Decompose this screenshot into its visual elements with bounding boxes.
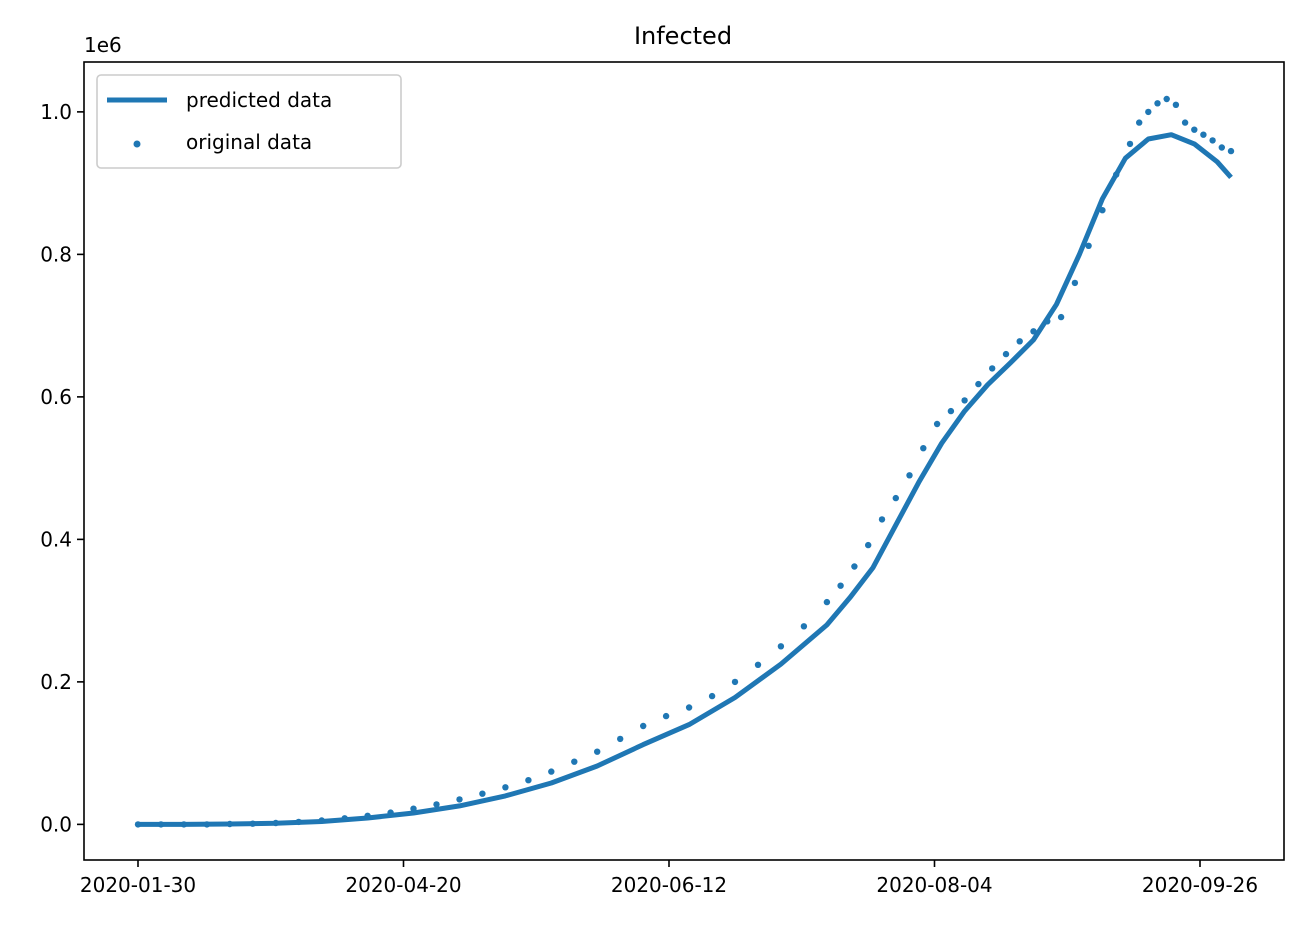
scatter-point — [1154, 100, 1161, 107]
scatter-point — [1209, 137, 1216, 144]
scatter-point — [640, 722, 647, 730]
scatter-point — [1126, 140, 1134, 148]
data-marks — [134, 95, 1235, 828]
series-line-predicted — [138, 132, 1233, 827]
scatter-point — [1016, 338, 1023, 345]
scatter-point — [1163, 95, 1170, 103]
scatter-point — [1099, 207, 1106, 214]
scatter-point — [708, 692, 716, 700]
scatter-point — [180, 821, 188, 828]
x-tick-label: 2020-09-26 — [1142, 873, 1258, 897]
axes: 0.0 0.2 0.4 0.6 0.8 1.0 2020-01-30 2020-04-20 20… — [40, 100, 1258, 897]
scatter-point — [1227, 147, 1235, 155]
scatter-point — [906, 472, 913, 479]
scatter-point — [989, 365, 996, 372]
scatter-point — [272, 819, 279, 827]
scatter-point — [1181, 119, 1189, 126]
y-tick-label: 1.0 — [40, 100, 72, 124]
scatter-point — [878, 516, 886, 523]
scatter-point — [617, 735, 624, 743]
scatter-point — [777, 643, 785, 650]
y-tick-label: 0.0 — [40, 812, 72, 836]
scatter-point — [387, 809, 394, 816]
scatter-point — [1085, 242, 1092, 249]
y-tick-label: 0.4 — [40, 527, 72, 551]
scatter-point — [851, 563, 858, 570]
scatter-point — [1136, 119, 1143, 126]
scatter-point — [975, 380, 982, 388]
scatter-point — [318, 817, 325, 824]
scatter-point — [479, 790, 486, 797]
scatter-point — [433, 801, 440, 808]
scatter-point — [226, 820, 233, 828]
scatter-point — [410, 805, 417, 812]
legend: predicted data original data — [96, 74, 402, 169]
scatter-point — [548, 768, 555, 775]
x-tick-label: 2020-01-30 — [80, 873, 196, 897]
x-tick-label: 2020-06-12 — [611, 873, 727, 897]
scatter-point — [1191, 126, 1198, 133]
scatter-point — [1071, 279, 1079, 287]
legend-dot-swatch — [133, 140, 141, 148]
scatter-point — [947, 407, 955, 415]
scatter-point — [456, 796, 463, 803]
scatter-point — [571, 758, 578, 765]
scatter-point — [933, 420, 941, 428]
scatter-point — [685, 704, 693, 711]
y-offset-label: 1e6 — [84, 33, 122, 57]
x-tick-label: 2020-04-20 — [345, 873, 461, 897]
scatter-point — [203, 821, 211, 828]
scatter-point — [1057, 313, 1065, 321]
scatter-point — [662, 712, 670, 720]
legend-label-predicted: predicted data — [186, 88, 332, 112]
scatter-point — [1218, 144, 1226, 151]
scatter-point — [920, 445, 927, 452]
scatter-point — [295, 818, 302, 826]
x-tick-label: 2020-08-04 — [876, 873, 992, 897]
chart-title: Infected — [634, 22, 732, 50]
scatter-point — [134, 821, 142, 828]
scatter-point — [249, 820, 256, 827]
scatter-point — [800, 623, 808, 630]
scatter-point — [961, 397, 968, 404]
scatter-point — [837, 582, 844, 589]
scatter-point — [754, 661, 762, 668]
scatter-point — [594, 748, 601, 755]
scatter-point — [1172, 101, 1180, 109]
scatter-point — [1200, 131, 1207, 138]
legend-box — [96, 74, 402, 169]
plot-frame — [83, 61, 1285, 861]
scatter-point — [1002, 350, 1010, 358]
scatter-point — [157, 821, 165, 828]
y-tick-label: 0.6 — [40, 385, 72, 409]
scatter-point — [892, 494, 899, 502]
legend-label-original: original data — [186, 130, 312, 154]
scatter-point — [1044, 318, 1051, 325]
scatter-point — [364, 812, 371, 819]
scatter-point — [731, 678, 739, 686]
scatter-point — [865, 541, 872, 549]
scatter-point — [525, 777, 532, 784]
scatter-point — [1030, 328, 1037, 335]
scatter-point — [1113, 171, 1120, 178]
scatter-point — [502, 784, 509, 791]
y-tick-label: 0.2 — [40, 670, 72, 694]
scatter-point — [1145, 108, 1152, 116]
y-tick-label: 0.8 — [40, 242, 72, 266]
scatter-point — [341, 815, 348, 822]
scatter-point — [823, 598, 831, 606]
